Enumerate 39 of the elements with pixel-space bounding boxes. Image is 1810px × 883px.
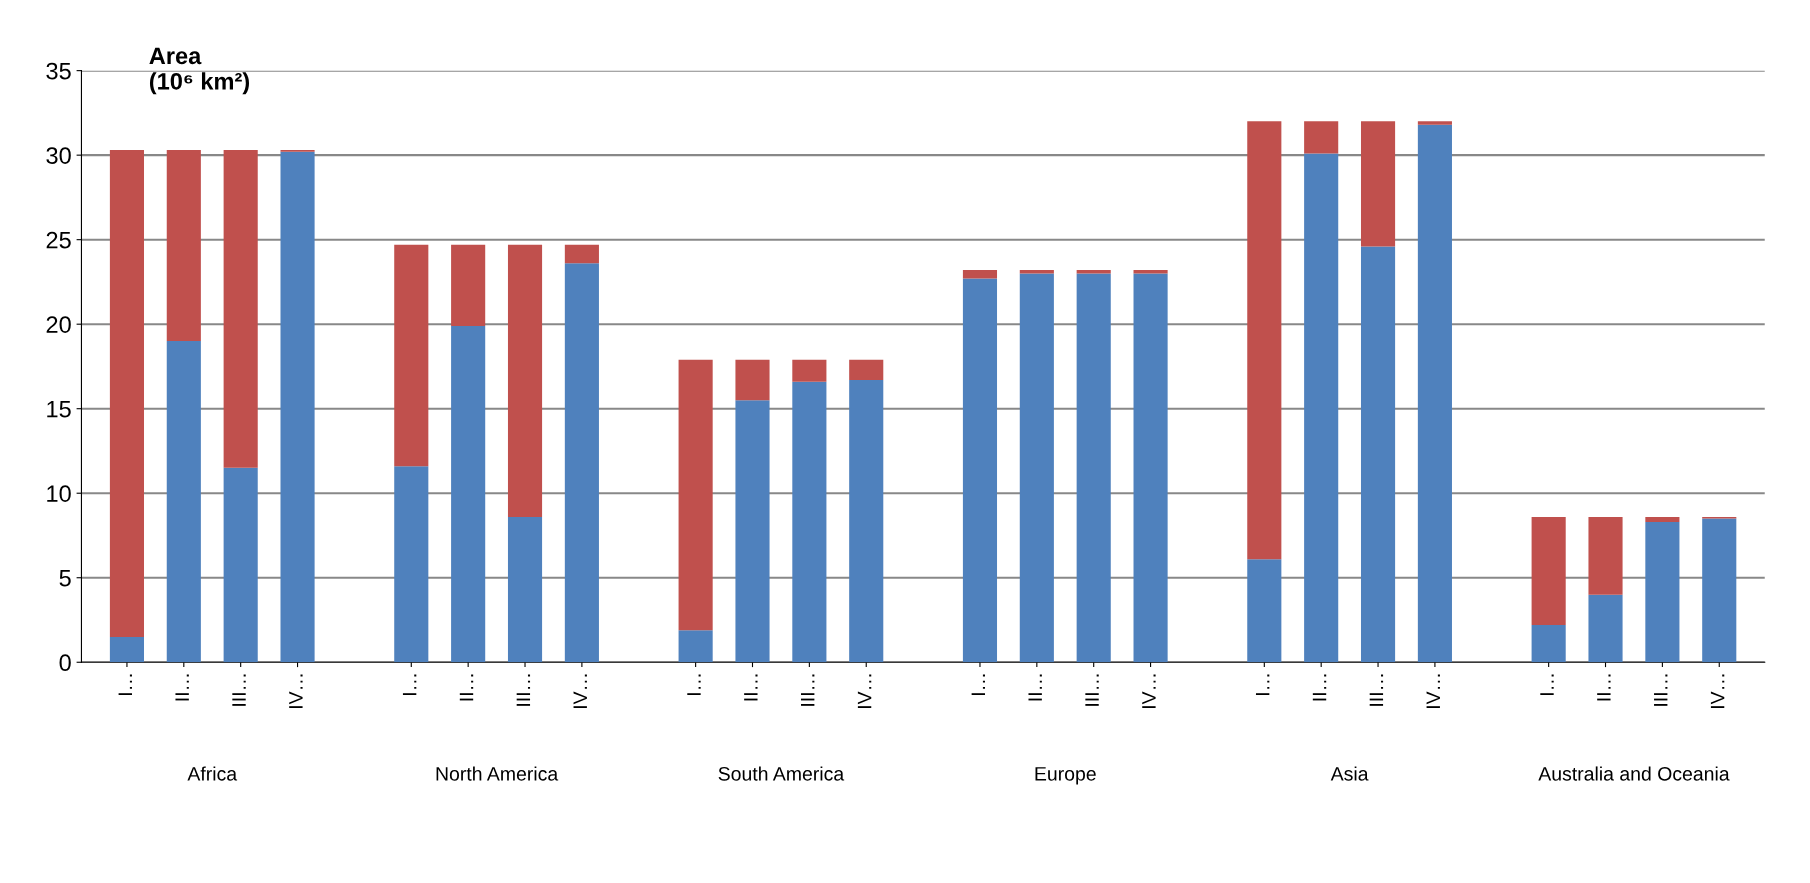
- x-tick-label: III…: [1085, 674, 1099, 706]
- x-tick-label: IV…: [1426, 674, 1440, 708]
- y-tick-label: 20: [46, 316, 71, 333]
- x-tick-label: II…: [1028, 674, 1042, 701]
- x-tick-label: IV…: [1710, 674, 1725, 708]
- y-tick-label: 35: [46, 62, 71, 80]
- x-tick-label: I…: [402, 674, 417, 696]
- text: Africa: [187, 766, 238, 781]
- y-tick-label: 30: [46, 147, 71, 164]
- x-tick-label: III…: [1654, 674, 1668, 706]
- y-tick-label: 0: [59, 654, 71, 672]
- x-tick-label: II…: [459, 674, 474, 701]
- text: South America: [718, 766, 845, 781]
- x-tick-label: III…: [232, 674, 246, 706]
- x-tick-label: IV…: [573, 674, 587, 708]
- x-tick-label: I…: [971, 674, 985, 696]
- x-tick-label: I…: [118, 674, 132, 696]
- x-tick-label: III…: [516, 674, 531, 706]
- x-tick-label: I…: [1540, 674, 1554, 696]
- x-tick-label: IV…: [1142, 674, 1156, 708]
- text: Europe: [1035, 767, 1096, 785]
- y-tick-label: 25: [46, 231, 71, 249]
- x-tick-label: I…: [687, 674, 701, 696]
- x-tick-label: II…: [1312, 674, 1327, 701]
- x-tick-label: III…: [801, 674, 815, 706]
- x-tick-label: IV…: [857, 674, 872, 708]
- y-axis-title: Area (10⁶ km²): [149, 47, 250, 95]
- x-tick-label: II…: [175, 674, 189, 701]
- x-tick-label: I…: [1255, 674, 1270, 696]
- x-tick-label: IV…: [289, 674, 303, 708]
- x-tick-label: III…: [1369, 674, 1384, 706]
- y-tick-label: 10: [47, 485, 71, 503]
- text: North America: [436, 766, 559, 781]
- text: Asia: [1330, 766, 1369, 781]
- y-tick-label: 15: [47, 401, 71, 418]
- y-tick-label: 5: [59, 570, 71, 587]
- x-tick-label: II…: [1597, 674, 1611, 701]
- x-tick-label: II…: [744, 674, 758, 701]
- text: Australia and Oceania: [1538, 766, 1730, 781]
